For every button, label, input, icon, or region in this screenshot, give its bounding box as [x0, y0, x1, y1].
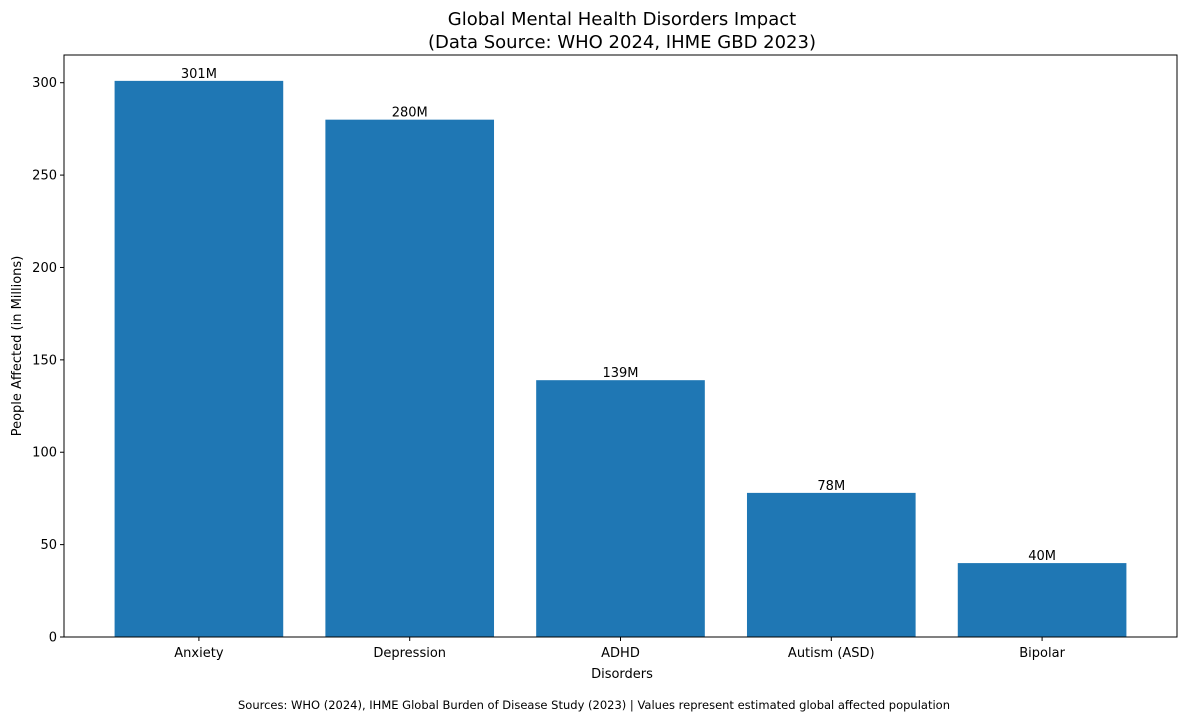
bar-autism-asd [746, 492, 916, 637]
bar-depression [325, 119, 495, 637]
data-labels-group: 301M 280M 139M 78M 40M [181, 67, 1056, 564]
x-tick-label: Autism (ASD) [788, 646, 875, 661]
y-tick-label: 200 [32, 261, 57, 276]
bar-value-label: 139M [602, 366, 638, 381]
bar-adhd [536, 380, 705, 637]
bar-value-label: 40M [1028, 549, 1056, 564]
y-tick-label: 100 [32, 446, 57, 461]
plot-frame [63, 54, 1178, 638]
sources-footnote: Sources: WHO (2024), IHME Global Burden … [238, 698, 950, 712]
x-axis-label: Disorders [591, 667, 653, 682]
y-tick-label: 150 [32, 353, 57, 368]
y-tick-label: 300 [32, 76, 57, 91]
bar-bipolar [957, 563, 1127, 637]
y-tick-label: 250 [32, 169, 57, 184]
chart-subtitle: (Data Source: WHO 2024, IHME GBD 2023) [428, 32, 816, 53]
x-tick-label: Depression [373, 646, 446, 661]
x-tick-label: ADHD [601, 646, 640, 661]
bar-value-label: 280M [392, 106, 428, 121]
x-tick-label: Anxiety [174, 646, 224, 661]
y-tick-label: 50 [40, 538, 57, 553]
bar-anxiety [114, 80, 284, 637]
x-axis: Anxiety Depression ADHD Autism (ASD) Bipolar [174, 637, 1066, 661]
y-tick-label: 0 [49, 631, 57, 646]
y-axis-label: People Affected (in Millions) [10, 256, 25, 437]
x-tick-label: Bipolar [1019, 646, 1065, 661]
chart-title: Global Mental Health Disorders Impact [448, 9, 796, 30]
bar-value-label: 78M [817, 479, 845, 494]
bars-group [114, 80, 1127, 637]
bar-value-label: 301M [181, 67, 217, 82]
y-axis: 0 50 100 150 200 250 300 [32, 76, 64, 646]
